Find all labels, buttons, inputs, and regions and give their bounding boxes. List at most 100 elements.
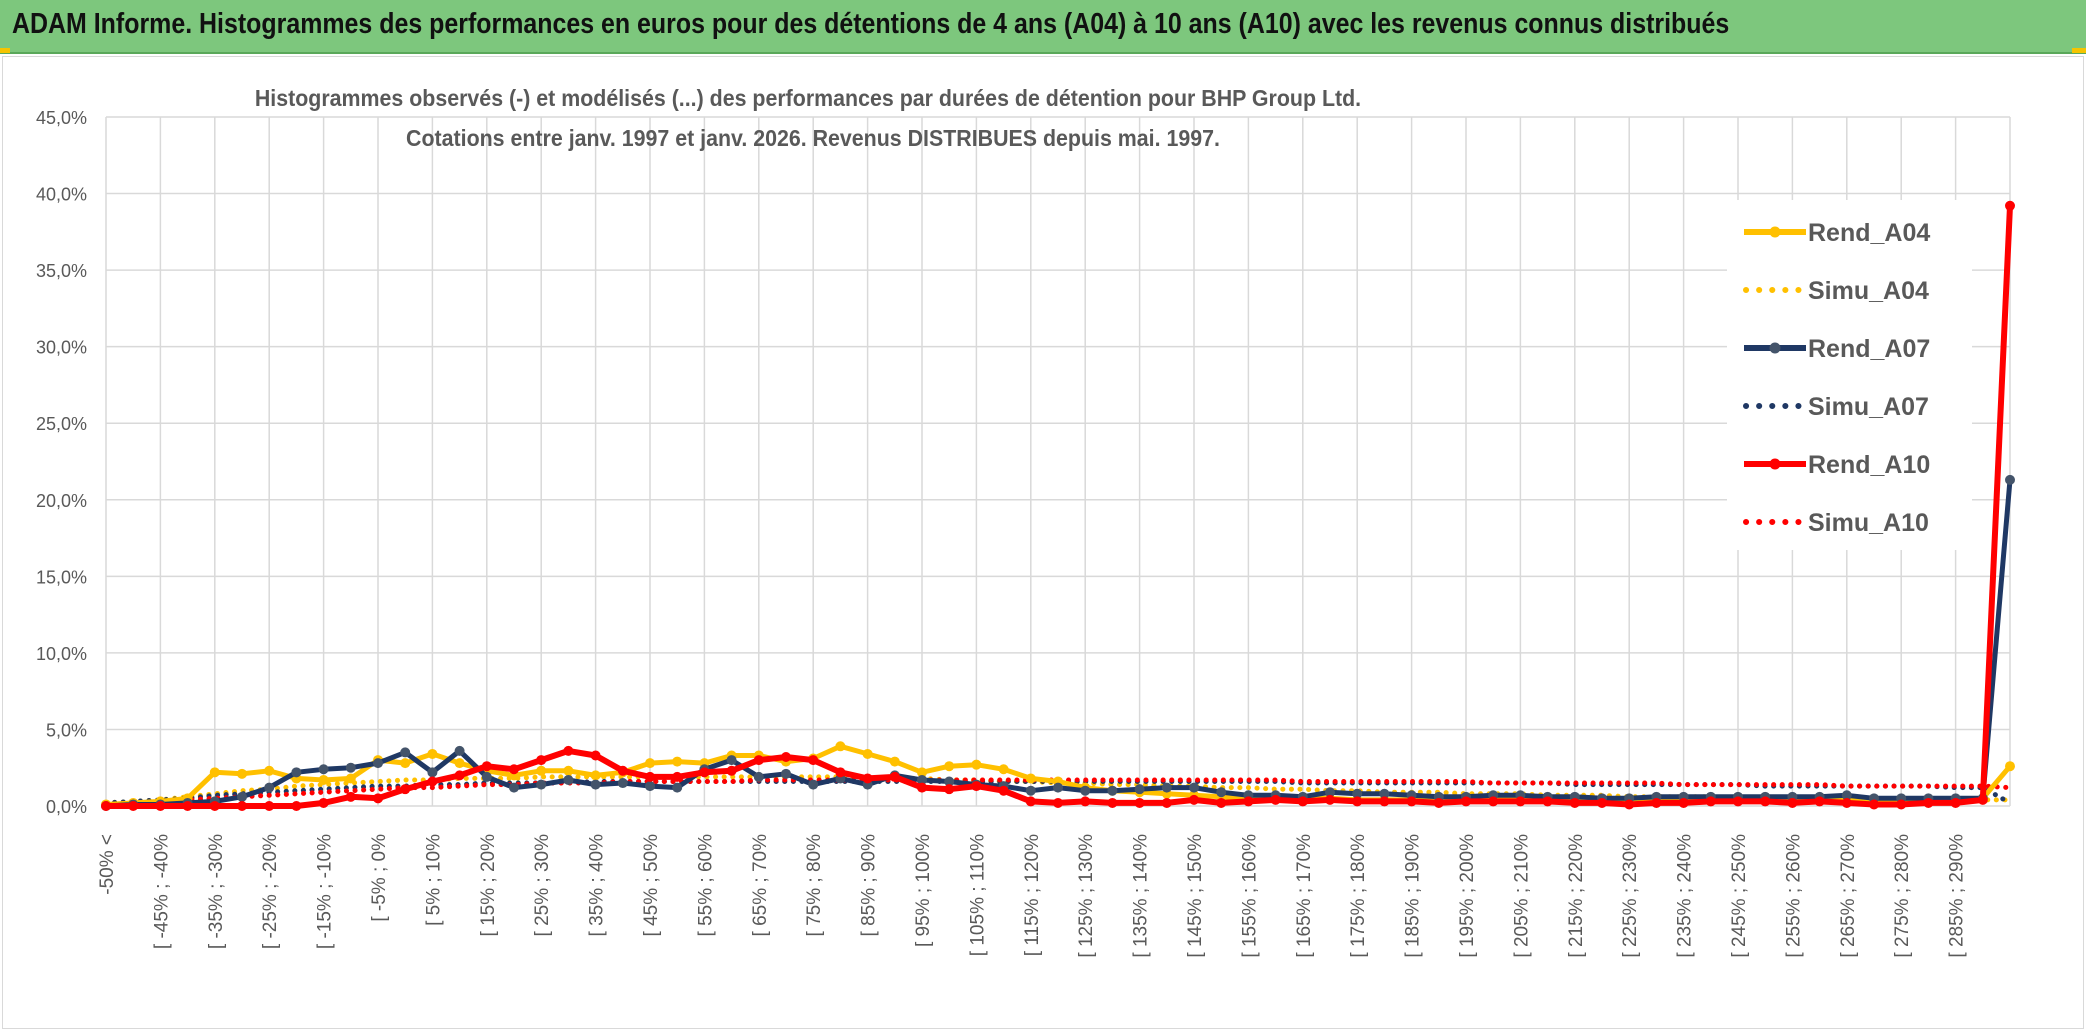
data-point-Rend_A10 [1379, 796, 1390, 807]
series-line-Rend_A07 [105, 479, 2013, 809]
data-point-Rend_A07 [917, 774, 927, 785]
x-tick-label: [ 55% ; 60% [695, 834, 716, 937]
data-point-Rend_A10 [509, 764, 519, 775]
data-point-Rend_A07 [1325, 787, 1335, 798]
data-point-Rend_A07 [318, 764, 329, 775]
data-point-Rend_A10 [1161, 797, 1172, 808]
x-tick-label: [ 125% ; 130% [1076, 834, 1097, 958]
data-point-Rend_A07 [590, 779, 601, 790]
x-tick-label: [ 265% ; 270% [1838, 834, 1859, 958]
data-point-Rend_A10 [101, 801, 111, 811]
data-point-Rend_A04 [917, 767, 927, 778]
data-point-Rend_A07 [726, 755, 737, 766]
x-tick-label: [ 115% ; 120% [1022, 834, 1043, 956]
x-tick-label: [ 155% ; 160% [1239, 834, 1260, 958]
x-tick-label: [ -45% ; -40% [151, 834, 172, 949]
y-tick-label: 35,0% [36, 261, 87, 281]
data-point-Rend_A07 [808, 779, 819, 790]
x-tick-label: [ 225% ; 230% [1620, 834, 1641, 958]
chart-frame [2, 56, 2084, 1029]
data-point-Rend_A10 [563, 745, 574, 756]
data-point-Rend_A10 [345, 791, 356, 802]
x-tick-label: [ 85% ; 90% [859, 834, 880, 937]
data-point-Rend_A04 [590, 770, 601, 781]
data-point-Rend_A10 [1542, 796, 1553, 807]
x-tick-label: [ 165% ; 170% [1294, 834, 1315, 958]
legend-label-Rend_A07: Rend_A07 [1808, 335, 1930, 363]
x-tick-label: [ 75% ; 80% [804, 834, 825, 937]
data-point-Rend_A07 [672, 782, 683, 793]
data-point-Rend_A07 [291, 767, 302, 778]
x-tick-label: [ 35% ; 40% [587, 834, 608, 937]
data-point-Rend_A10 [291, 801, 302, 811]
report-title: ADAM Informe. Histogrammes des performan… [12, 8, 1730, 40]
x-tick-label: [ 5% ; 10% [423, 834, 444, 926]
data-point-Rend_A10 [753, 755, 764, 766]
data-point-Rend_A07 [1379, 788, 1390, 799]
data-point-Rend_A04 [672, 756, 683, 767]
data-point-Rend_A07 [1107, 785, 1118, 796]
x-tick-label: [ -15% ; -10% [315, 834, 336, 949]
data-point-Rend_A10 [1569, 797, 1580, 808]
data-point-Rend_A10 [1814, 796, 1825, 807]
y-tick-label: 25,0% [36, 414, 87, 434]
legend-label-Rend_A04: Rend_A04 [1808, 219, 1930, 247]
data-point-Rend_A10 [427, 776, 438, 787]
data-point-Rend_A07 [536, 779, 547, 790]
chart-title: Histogrammes observés (-) et modélisés (… [255, 85, 1361, 111]
data-point-Rend_A04 [998, 764, 1009, 775]
data-point-Rend_A07 [617, 778, 628, 789]
data-point-Rend_A10 [1760, 796, 1771, 807]
data-point-Rend_A10 [1488, 796, 1499, 807]
data-point-Rend_A07 [1025, 785, 1036, 796]
data-point-Rend_A10 [1977, 794, 1988, 805]
data-point-Rend_A07 [1134, 784, 1145, 795]
data-point-Rend_A07 [264, 782, 275, 793]
y-tick-label: 20,0% [36, 491, 87, 511]
data-point-Rend_A10 [1515, 796, 1526, 807]
data-point-Rend_A07 [373, 758, 383, 769]
data-point-Rend_A07 [454, 745, 465, 756]
data-point-Rend_A07 [237, 791, 247, 802]
data-point-Rend_A04 [237, 768, 247, 779]
data-point-Rend_A10 [1243, 796, 1254, 807]
data-point-Rend_A10 [1950, 797, 1961, 808]
data-point-Rend_A04 [454, 758, 465, 769]
data-point-Rend_A10 [1270, 794, 1281, 805]
y-tick-label: 0,0% [46, 797, 87, 817]
x-tick-label: [ 45% ; 50% [641, 834, 662, 937]
y-tick-label: 15,0% [36, 567, 87, 587]
data-point-Rend_A04 [318, 774, 329, 785]
data-point-Rend_A07 [2005, 474, 2015, 485]
data-point-Rend_A10 [1216, 797, 1227, 808]
data-point-Rend_A07 [1161, 782, 1172, 793]
data-point-Rend_A10 [1461, 796, 1471, 807]
data-point-Rend_A04 [209, 767, 220, 778]
data-point-Rend_A07 [1053, 782, 1063, 793]
data-point-Rend_A07 [1080, 785, 1091, 796]
x-tick-label: [ 275% ; 280% [1892, 834, 1913, 958]
data-point-Rend_A10 [1923, 797, 1934, 808]
x-tick-label: [ 195% ; 200% [1457, 834, 1478, 958]
data-point-Rend_A10 [237, 801, 247, 811]
legend-label-Simu_A10: Simu_A10 [1808, 509, 1929, 537]
data-point-Rend_A04 [345, 773, 356, 784]
data-point-Rend_A10 [835, 767, 846, 778]
data-point-Rend_A10 [400, 784, 411, 795]
data-point-Rend_A07 [427, 767, 438, 778]
chart-legend: Rend_A04 Simu_A04 Rend_A07 Simu_A07 Rend_A10… [1727, 200, 1972, 550]
x-tick-label: [ 145% ; 150% [1185, 834, 1206, 958]
data-point-Rend_A10 [1189, 794, 1199, 805]
data-point-Rend_A10 [645, 771, 655, 782]
x-tick-label: [ -35% ; -30% [206, 834, 227, 949]
data-point-Rend_A10 [590, 750, 601, 761]
x-tick-label: [ 135% ; 140% [1131, 834, 1152, 958]
data-point-Rend_A10 [1597, 797, 1607, 808]
data-point-Rend_A10 [1705, 796, 1716, 807]
x-tick-label: [ 185% ; 190% [1403, 834, 1424, 958]
data-point-Rend_A10 [1787, 797, 1798, 808]
data-point-Rend_A10 [1053, 797, 1063, 808]
x-tick-label: -50% < [97, 834, 118, 895]
data-point-Rend_A10 [726, 765, 737, 776]
data-point-Rend_A10 [1325, 794, 1335, 805]
